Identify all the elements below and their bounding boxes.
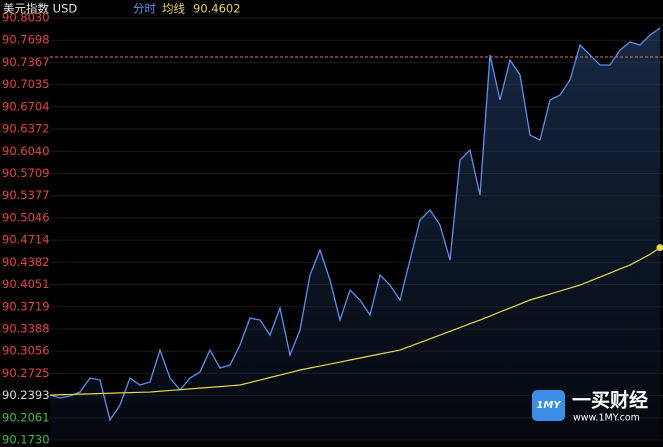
- y-tick-label: 90.4051: [2, 277, 50, 291]
- price-area: [50, 27, 660, 441]
- logo-box: [532, 390, 565, 421]
- y-tick-label: 90.2393: [2, 388, 50, 402]
- plot: 90.8030 90.7698 90.7367 90.7035 90.6704 90.63…: [2, 11, 663, 447]
- current-average: 90.4602: [193, 2, 241, 16]
- chart-title: 美元指数 USD: [3, 2, 77, 16]
- price-line: [49, 27, 661, 422]
- y-tick-label: 90.3388: [2, 321, 50, 335]
- y-tick-label: 90.7367: [2, 55, 50, 69]
- y-tick-label: 90.6704: [2, 99, 50, 113]
- y-tick-label: 90.7035: [2, 77, 50, 91]
- y-tick-label: 90.7698: [2, 33, 50, 47]
- watermark: 1MY 一买财经 www.1MY.com: [532, 389, 648, 424]
- y-tick-label: 90.6372: [2, 122, 50, 136]
- y-tick-label: 90.2725: [2, 366, 50, 380]
- watermark-name: 一买财经: [572, 389, 648, 412]
- y-tick-label: 90.1730: [2, 433, 50, 447]
- y-tick-label: 90.5046: [2, 210, 50, 224]
- logo-text: 1MY: [536, 400, 562, 411]
- y-tick-label: 90.5709: [2, 166, 50, 180]
- y-tick-label: 90.8030: [2, 11, 50, 25]
- y-tick-label: 90.4382: [2, 255, 50, 269]
- y-tick-label: 90.5377: [2, 188, 50, 202]
- legend-entry: 分时: [133, 2, 156, 16]
- y-tick-label: 90.2061: [2, 410, 50, 424]
- y-tick-label: 90.4714: [2, 233, 50, 247]
- legend-entry: 均线: [162, 2, 185, 16]
- y-tick-label: 90.3056: [2, 344, 50, 358]
- average-end-dot: [656, 244, 663, 252]
- y-tick-label: 90.6040: [2, 144, 50, 158]
- y-tick-label: 90.3719: [2, 299, 50, 313]
- average-line: [49, 247, 661, 396]
- watermark-url: www.1MY.com: [573, 413, 640, 424]
